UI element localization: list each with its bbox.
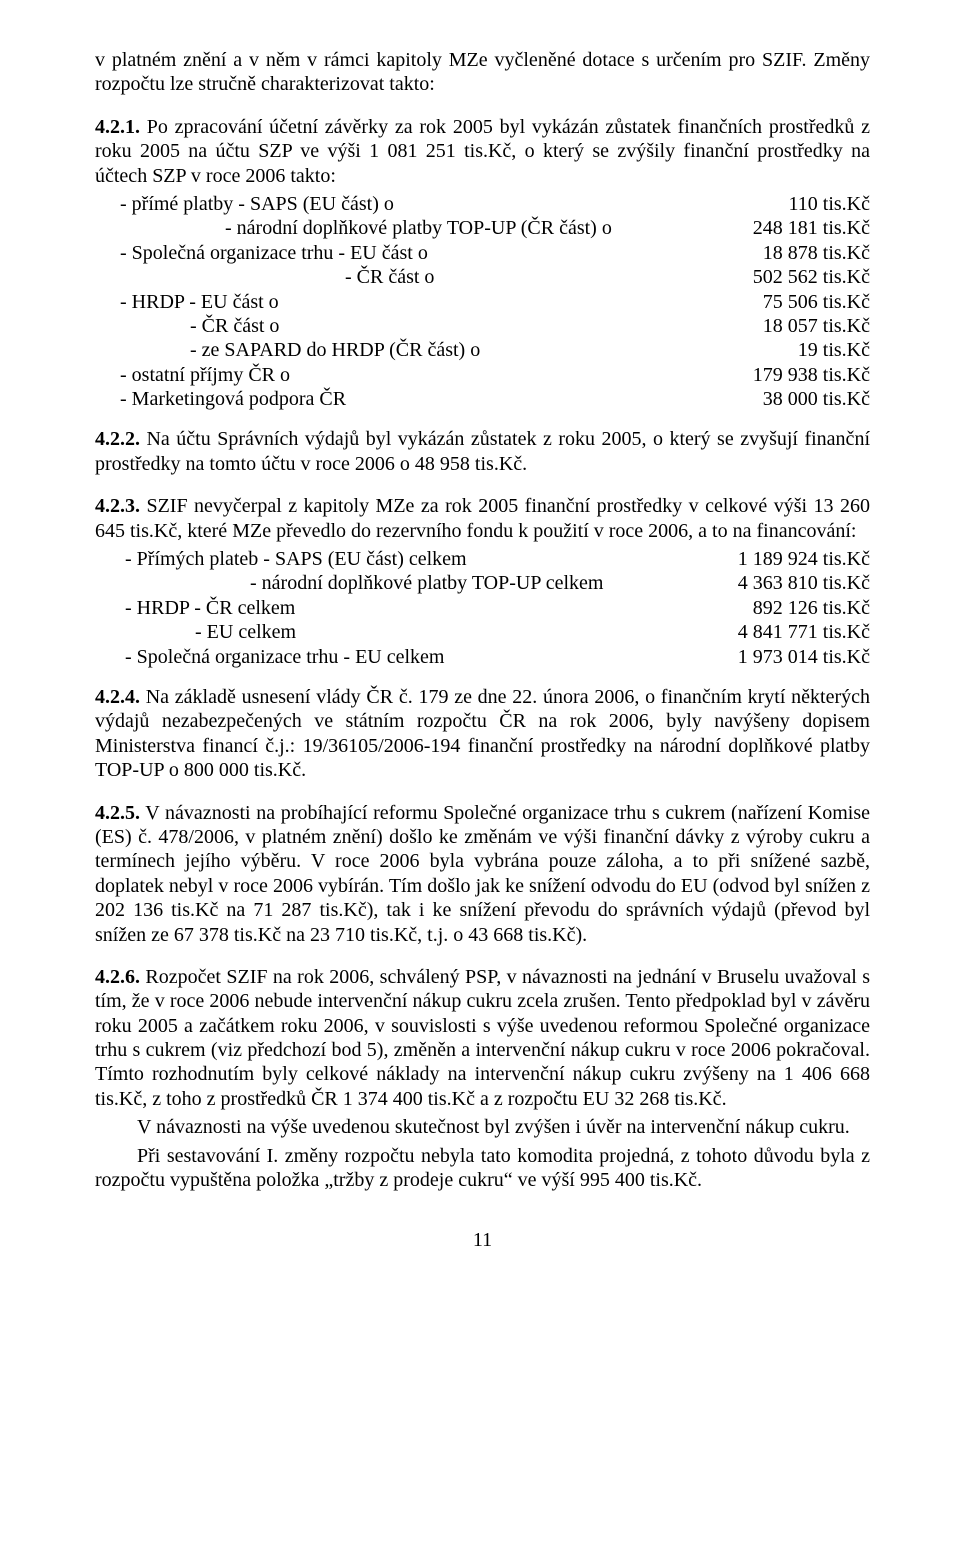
section-4-2-2: 4.2.2. Na účtu Správních výdajů byl vyká… bbox=[95, 427, 870, 476]
list-item-value: 1 189 924 tis.Kč bbox=[730, 547, 870, 571]
section-4-2-5-body: V návaznosti na probíhající reformu Spol… bbox=[95, 802, 870, 946]
section-4-2-4: 4.2.4. Na základě usnesení vlády ČR č. 1… bbox=[95, 685, 870, 783]
section-4-2-6-body: Rozpočet SZIF na rok 2006, schválený PSP… bbox=[95, 966, 870, 1110]
list-item: - ostatní příjmy ČR o179 938 tis.Kč bbox=[95, 363, 870, 387]
list-item-label: - EU celkem bbox=[95, 620, 730, 644]
list-item-label: - Společná organizace trhu - EU celkem bbox=[95, 645, 730, 669]
section-4-2-4-head: 4.2.4. bbox=[95, 686, 140, 708]
list-item-label: - Společná organizace trhu - EU část o bbox=[95, 241, 755, 265]
list-item-label: - ČR část o bbox=[95, 265, 745, 289]
list-item-label: - HRDP - ČR celkem bbox=[95, 596, 745, 620]
section-4-2-1-head: 4.2.1. bbox=[95, 116, 140, 138]
section-4-2-6-p2: V návaznosti na výše uvedenou skutečnost… bbox=[95, 1115, 870, 1139]
list-item-label: - ostatní příjmy ČR o bbox=[95, 363, 745, 387]
list-item-label: - přímé platby - SAPS (EU část) o bbox=[95, 192, 781, 216]
section-4-2-1-body: Po zpracování účetní závěrky za rok 2005… bbox=[95, 116, 870, 187]
list-item-value: 18 878 tis.Kč bbox=[755, 241, 870, 265]
list-item: - Společná organizace trhu - EU celkem1 … bbox=[95, 645, 870, 669]
intro-paragraph: v platném znění a v něm v rámci kapitoly… bbox=[95, 48, 870, 97]
list-item: - HRDP - EU část o75 506 tis.Kč bbox=[95, 290, 870, 314]
list-item-label: - ČR část o bbox=[95, 314, 755, 338]
list-item: - Marketingová podpora ČR38 000 tis.Kč bbox=[95, 387, 870, 411]
list-item-value: 892 126 tis.Kč bbox=[745, 596, 870, 620]
list-item-value: 248 181 tis.Kč bbox=[745, 216, 870, 240]
list-item: - ČR část o18 057 tis.Kč bbox=[95, 314, 870, 338]
section-4-2-4-body: Na základě usnesení vlády ČR č. 179 ze d… bbox=[95, 686, 870, 781]
list-item-value: 4 363 810 tis.Kč bbox=[730, 571, 870, 595]
section-4-2-3-head: 4.2.3. bbox=[95, 495, 140, 517]
list-item-value: 75 506 tis.Kč bbox=[755, 290, 870, 314]
list-item: - HRDP - ČR celkem892 126 tis.Kč bbox=[95, 596, 870, 620]
section-4-2-2-body: Na účtu Správních výdajů byl vykázán zůs… bbox=[95, 428, 870, 474]
list-item: - národní doplňkové platby TOP-UP celkem… bbox=[95, 571, 870, 595]
list-item-value: 1 973 014 tis.Kč bbox=[730, 645, 870, 669]
list-item-value: 4 841 771 tis.Kč bbox=[730, 620, 870, 644]
section-4-2-5: 4.2.5. V návaznosti na probíhající refor… bbox=[95, 801, 870, 947]
list-item: - Společná organizace trhu - EU část o18… bbox=[95, 241, 870, 265]
page-number: 11 bbox=[95, 1228, 870, 1252]
list-item: - EU celkem4 841 771 tis.Kč bbox=[95, 620, 870, 644]
list-item-label: - Marketingová podpora ČR bbox=[95, 387, 755, 411]
list-item-label: - národní doplňkové platby TOP-UP (ČR čá… bbox=[95, 216, 745, 240]
list-item-value: 110 tis.Kč bbox=[781, 192, 870, 216]
list-item-value: 19 tis.Kč bbox=[790, 338, 870, 362]
section-4-2-6-head: 4.2.6. bbox=[95, 966, 140, 988]
list-item-label: - HRDP - EU část o bbox=[95, 290, 755, 314]
list-item: - Přímých plateb - SAPS (EU část) celkem… bbox=[95, 547, 870, 571]
list-item: - přímé platby - SAPS (EU část) o110 tis… bbox=[95, 192, 870, 216]
section-4-2-5-head: 4.2.5. bbox=[95, 802, 140, 824]
list-item-label: - Přímých plateb - SAPS (EU část) celkem bbox=[95, 547, 730, 571]
section-4-2-3-body: SZIF nevyčerpal z kapitoly MZe za rok 20… bbox=[95, 495, 870, 541]
section-4-2-6-p1: 4.2.6. Rozpočet SZIF na rok 2006, schvál… bbox=[95, 965, 870, 1111]
list-item-value: 502 562 tis.Kč bbox=[745, 265, 870, 289]
section-4-2-1: 4.2.1. Po zpracování účetní závěrky za r… bbox=[95, 115, 870, 188]
list-item-value: 18 057 tis.Kč bbox=[755, 314, 870, 338]
list-item-label: - národní doplňkové platby TOP-UP celkem bbox=[95, 571, 730, 595]
section-4-2-3: 4.2.3. SZIF nevyčerpal z kapitoly MZe za… bbox=[95, 494, 870, 543]
section-4-2-6-p3: Při sestavování I. změny rozpočtu nebyla… bbox=[95, 1144, 870, 1193]
section-4-2-2-head: 4.2.2. bbox=[95, 428, 140, 450]
list-item: - ze SAPARD do HRDP (ČR část) o19 tis.Kč bbox=[95, 338, 870, 362]
list-item-label: - ze SAPARD do HRDP (ČR část) o bbox=[95, 338, 790, 362]
list-item: - národní doplňkové platby TOP-UP (ČR čá… bbox=[95, 216, 870, 240]
list-item-value: 179 938 tis.Kč bbox=[745, 363, 870, 387]
section-4-2-3-list: - Přímých plateb - SAPS (EU část) celkem… bbox=[95, 547, 870, 669]
list-item: - ČR část o502 562 tis.Kč bbox=[95, 265, 870, 289]
list-item-value: 38 000 tis.Kč bbox=[755, 387, 870, 411]
section-4-2-1-list: - přímé platby - SAPS (EU část) o110 tis… bbox=[95, 192, 870, 412]
